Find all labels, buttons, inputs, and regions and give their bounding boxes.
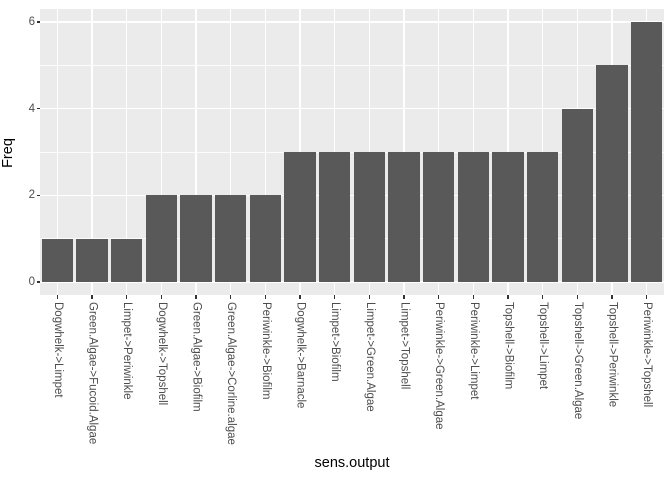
x-tick-label: Green.Algae->Corline.algae (225, 302, 238, 445)
bar (180, 195, 212, 282)
bar (388, 152, 420, 282)
y-axis-title: Freq (0, 138, 16, 168)
x-tick-mark (645, 295, 648, 299)
bar (76, 238, 108, 282)
x-tick-mark (611, 295, 613, 299)
x-tick-mark (507, 295, 509, 299)
gridline-major (40, 281, 664, 283)
x-tick-label: Dogwhelk->Barnacle (294, 302, 307, 409)
bar (596, 65, 628, 282)
x-tick-label: Green.Algae->Fucoid.Algae (86, 302, 99, 445)
x-tick-label: Periwinkle->Green.Algae (433, 302, 446, 430)
x-tick-label: Limpet->Biofilm (329, 302, 342, 382)
x-tick-mark (437, 295, 440, 299)
bar (631, 22, 663, 282)
x-tick-mark (160, 295, 163, 299)
x-tick-label: Periwinkle->Limpet (467, 302, 480, 400)
x-tick-mark (333, 295, 336, 299)
x-tick-label: Periwinkle->Topshell (641, 302, 654, 408)
x-tick-mark (229, 295, 232, 299)
bar (249, 195, 281, 282)
bar (319, 152, 351, 282)
y-tick-mark (37, 107, 40, 110)
x-tick-label: Limpet->Topshell (398, 302, 411, 390)
gridline-major (40, 107, 664, 110)
gridline-minor (40, 64, 664, 66)
gridline-vertical (195, 9, 197, 295)
y-tick-label: 0 (28, 276, 35, 288)
x-tick-mark (264, 295, 267, 299)
y-tick-mark (37, 281, 40, 283)
bar (492, 152, 524, 282)
x-tick-label: Limpet->Green.Algae (363, 302, 376, 412)
x-tick-mark (125, 295, 128, 299)
x-tick-mark (368, 295, 371, 299)
x-tick-label: Dogwhelk->Limpet (51, 302, 64, 398)
bar (215, 195, 247, 282)
bar (353, 152, 385, 282)
gridline-vertical (229, 9, 232, 295)
x-axis-title: sens.output (314, 455, 390, 471)
x-tick-label: Topshell->Biofilm (502, 302, 515, 390)
bar (457, 152, 489, 282)
x-tick-label: Topshell->Periwinkle (606, 302, 619, 408)
x-tick-mark (541, 295, 544, 299)
gridline-vertical (91, 9, 93, 295)
gridline-major (40, 21, 664, 23)
bar (111, 238, 143, 282)
gridline-minor (40, 238, 664, 240)
y-tick-mark (37, 21, 40, 23)
y-tick-mark (37, 194, 40, 197)
gridline-vertical (125, 9, 128, 295)
x-tick-mark (472, 295, 475, 299)
x-tick-mark (403, 295, 405, 299)
gridline-vertical (56, 9, 59, 295)
x-tick-label: Green.Algae->Biofilm (190, 302, 203, 412)
y-tick-label: 4 (28, 102, 35, 115)
bar (423, 152, 455, 282)
gridline-vertical (264, 9, 267, 295)
x-tick-label: Periwinkle->Biofilm (259, 302, 272, 400)
x-tick-mark (195, 295, 197, 299)
x-tick-mark (56, 295, 59, 299)
bar (284, 152, 316, 282)
gridline-vertical (160, 9, 163, 295)
x-tick-mark (576, 295, 579, 299)
x-tick-mark (299, 295, 301, 299)
x-tick-mark (91, 295, 93, 299)
bar (527, 152, 559, 282)
gridline-minor (40, 151, 664, 153)
x-tick-label: Limpet->Periwinkle (121, 302, 134, 400)
x-tick-label: Topshell->Limpet (537, 302, 550, 390)
x-tick-label: Topshell->Green.Algae (571, 302, 584, 420)
bar (41, 238, 73, 282)
bar (145, 195, 177, 282)
bar (561, 108, 593, 282)
x-tick-label: Dogwhelk->Topshell (155, 302, 168, 406)
y-tick-label: 6 (28, 16, 35, 28)
gridline-major (40, 194, 664, 197)
y-tick-label: 2 (28, 189, 35, 202)
plot-panel (40, 9, 664, 295)
